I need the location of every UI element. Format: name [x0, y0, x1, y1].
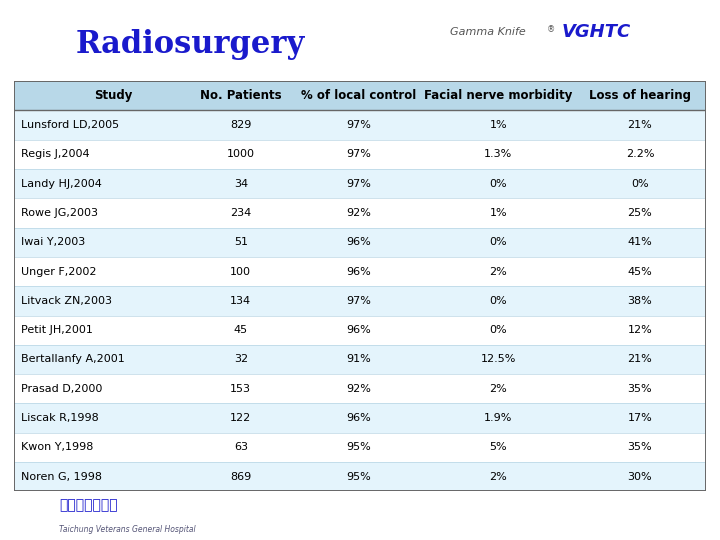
- Text: 96%: 96%: [346, 413, 371, 423]
- Text: Loss of hearing: Loss of hearing: [589, 89, 691, 102]
- Text: 34: 34: [234, 179, 248, 188]
- Text: Unger F,2002: Unger F,2002: [22, 267, 96, 276]
- Bar: [14, 110, 706, 140]
- Bar: [14, 345, 706, 374]
- Text: 51: 51: [234, 237, 248, 247]
- Text: 5%: 5%: [490, 442, 507, 453]
- Bar: [14, 169, 706, 198]
- Text: Study: Study: [94, 89, 132, 102]
- Text: 2.2%: 2.2%: [626, 149, 654, 159]
- Text: No. Patients: No. Patients: [200, 89, 282, 102]
- Text: ®: ®: [547, 25, 555, 35]
- Text: 829: 829: [230, 120, 251, 130]
- Text: Noren G, 1998: Noren G, 1998: [22, 472, 102, 482]
- Text: 38%: 38%: [628, 296, 652, 306]
- Text: 100: 100: [230, 267, 251, 276]
- Text: 91%: 91%: [346, 354, 371, 364]
- Bar: [14, 140, 706, 169]
- Text: 97%: 97%: [346, 120, 371, 130]
- Bar: [14, 462, 706, 491]
- Text: Lunsford LD,2005: Lunsford LD,2005: [22, 120, 120, 130]
- Text: 21%: 21%: [628, 120, 652, 130]
- Text: 95%: 95%: [346, 442, 371, 453]
- Text: 45%: 45%: [628, 267, 652, 276]
- Text: VGHTC: VGHTC: [562, 23, 631, 41]
- Bar: [14, 374, 706, 403]
- Text: 35%: 35%: [628, 384, 652, 394]
- Text: 95%: 95%: [346, 472, 371, 482]
- Text: 12%: 12%: [628, 325, 652, 335]
- Text: 92%: 92%: [346, 384, 371, 394]
- Bar: [14, 227, 706, 257]
- Text: 97%: 97%: [346, 179, 371, 188]
- Text: Taichung Veterans General Hospital: Taichung Veterans General Hospital: [59, 525, 196, 534]
- Text: 96%: 96%: [346, 237, 371, 247]
- Text: 63: 63: [234, 442, 248, 453]
- Text: 0%: 0%: [490, 296, 507, 306]
- Text: 2%: 2%: [490, 472, 507, 482]
- Text: 2%: 2%: [490, 267, 507, 276]
- Bar: [14, 315, 706, 345]
- Text: 92%: 92%: [346, 208, 371, 218]
- Text: 234: 234: [230, 208, 251, 218]
- Text: 台中榮民總醫院: 台中榮民總醫院: [59, 498, 117, 512]
- Text: 0%: 0%: [490, 237, 507, 247]
- Text: Facial nerve morbidity: Facial nerve morbidity: [424, 89, 572, 102]
- Text: Litvack ZN,2003: Litvack ZN,2003: [22, 296, 112, 306]
- Text: 1.3%: 1.3%: [484, 149, 513, 159]
- Bar: [14, 198, 706, 227]
- Text: 45: 45: [234, 325, 248, 335]
- Text: Bertallanfy A,2001: Bertallanfy A,2001: [22, 354, 125, 364]
- Text: 97%: 97%: [346, 149, 371, 159]
- Bar: [14, 433, 706, 462]
- Text: Landy HJ,2004: Landy HJ,2004: [22, 179, 102, 188]
- Text: Regis J,2004: Regis J,2004: [22, 149, 90, 159]
- Text: 0%: 0%: [490, 325, 507, 335]
- Text: 869: 869: [230, 472, 251, 482]
- Bar: [14, 81, 706, 110]
- Text: 25%: 25%: [628, 208, 652, 218]
- Text: Radiosurgery: Radiosurgery: [75, 29, 305, 60]
- Text: Kwon Y,1998: Kwon Y,1998: [22, 442, 94, 453]
- Text: 96%: 96%: [346, 267, 371, 276]
- Text: 1.9%: 1.9%: [484, 413, 513, 423]
- Text: 41%: 41%: [628, 237, 652, 247]
- Text: 96%: 96%: [346, 325, 371, 335]
- Text: 32: 32: [234, 354, 248, 364]
- Text: 1%: 1%: [490, 120, 507, 130]
- Text: Rowe JG,2003: Rowe JG,2003: [22, 208, 99, 218]
- Bar: [14, 286, 706, 315]
- Text: Petit JH,2001: Petit JH,2001: [22, 325, 93, 335]
- Text: 1%: 1%: [490, 208, 507, 218]
- Text: 97%: 97%: [346, 296, 371, 306]
- Text: 153: 153: [230, 384, 251, 394]
- Text: 12.5%: 12.5%: [480, 354, 516, 364]
- Text: 2%: 2%: [490, 384, 507, 394]
- Text: Gamma Knife: Gamma Knife: [450, 27, 526, 37]
- Text: % of local control: % of local control: [301, 89, 416, 102]
- Text: 1000: 1000: [227, 149, 255, 159]
- Text: 122: 122: [230, 413, 251, 423]
- Text: Prasad D,2000: Prasad D,2000: [22, 384, 103, 394]
- Text: 30%: 30%: [628, 472, 652, 482]
- Text: Liscak R,1998: Liscak R,1998: [22, 413, 99, 423]
- Text: 0%: 0%: [631, 179, 649, 188]
- Text: Iwai Y,2003: Iwai Y,2003: [22, 237, 86, 247]
- Text: 0%: 0%: [490, 179, 507, 188]
- Bar: [14, 403, 706, 433]
- Text: 134: 134: [230, 296, 251, 306]
- Text: 35%: 35%: [628, 442, 652, 453]
- Text: 21%: 21%: [628, 354, 652, 364]
- Text: 17%: 17%: [628, 413, 652, 423]
- Bar: [14, 257, 706, 286]
